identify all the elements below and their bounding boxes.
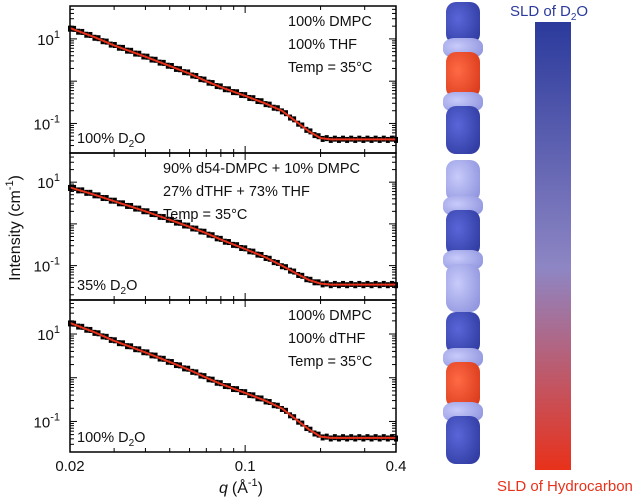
x-axis-unit-sup: -1: [248, 477, 258, 489]
structure-segment: [446, 264, 480, 312]
d2o-label: 100% D2O: [77, 430, 145, 449]
y-tick-label: 101: [37, 172, 60, 192]
structure-segment: [446, 210, 480, 256]
sld-top-suffix: O: [576, 3, 588, 20]
x-axis-label: q (Å-1): [219, 477, 263, 497]
panel-annotation: 100% DMPC 100% THF Temp = 35°C: [288, 14, 372, 76]
annotation-line: 100% DMPC: [288, 308, 372, 324]
molecular-structure-1: [443, 2, 483, 154]
annotation-line: Temp = 35°C: [163, 207, 247, 223]
y-tick-label: 101: [37, 29, 60, 49]
annotation-line: 100% dTHF: [288, 331, 366, 347]
x-axis-label-close: ): [258, 480, 263, 497]
x-axis-symbol: q: [219, 480, 228, 497]
panel-2: 101 10-1 90% d54-DMPC + 10% DMPC 27% dTHF +…: [34, 152, 398, 301]
panel-annotation: 90% d54-DMPC + 10% DMPC 27% dTHF + 73% TH…: [163, 161, 360, 223]
structure-segment: [446, 106, 480, 154]
structure-segment: [446, 362, 480, 408]
fit-line-2: [69, 186, 396, 286]
sld-top-text: SLD of D: [510, 3, 571, 20]
sld-top-label: SLD of D2O: [510, 3, 588, 23]
annotation-line: 100% DMPC: [288, 14, 372, 30]
fit-line-1: [69, 27, 396, 141]
sld-color-scale: SLD of D2O SLD of Hydrocarbon: [497, 3, 633, 495]
x-axis-unit: (Å: [232, 478, 248, 497]
y-axis-label-close: ): [7, 175, 24, 180]
fit-line-3: [69, 321, 396, 439]
x-tick-label: 0.4: [386, 458, 407, 475]
structure-segment: [446, 312, 480, 354]
molecular-structure-3: [443, 312, 483, 464]
y-axis-label: Intensity (cm-1): [4, 175, 24, 281]
sld-bottom-label: SLD of Hydrocarbon: [497, 478, 633, 495]
x-tick-label: 0.02: [55, 458, 84, 475]
sld-gradient-bar: [535, 22, 571, 470]
d2o-label: 100% D2O: [77, 131, 145, 150]
y-tick-label: 10-1: [34, 113, 60, 133]
x-tick-label: 0.1: [235, 458, 256, 475]
panel-frame: [69, 299, 397, 453]
structure-segment: [446, 416, 480, 464]
annotation-line: 100% THF: [288, 37, 357, 53]
sld-top-sub: 2: [571, 12, 577, 23]
molecular-structure-2: [443, 160, 483, 312]
y-tick-label: 101: [37, 324, 60, 344]
structure-segment: [446, 2, 480, 44]
annotation-line: Temp = 35°C: [288, 60, 372, 76]
panel-annotation: 100% DMPC 100% dTHF Temp = 35°C: [288, 308, 372, 370]
y-axis-label-sup: -1: [4, 180, 16, 190]
d2o-label: 35% D2O: [77, 278, 137, 297]
y-axis-label-text: Intensity (cm: [7, 190, 24, 281]
y-tick-label: 10-1: [34, 256, 60, 276]
annotation-line: Temp = 35°C: [288, 354, 372, 370]
structure-segment: [446, 160, 480, 202]
data-series-2: [68, 184, 398, 289]
y-tick-label: 10-1: [34, 411, 60, 431]
annotation-line: 90% d54-DMPC + 10% DMPC: [163, 161, 360, 177]
structure-segment: [446, 52, 480, 98]
annotation-line: 27% dTHF + 73% THF: [163, 184, 310, 200]
structure-column: [443, 2, 483, 464]
